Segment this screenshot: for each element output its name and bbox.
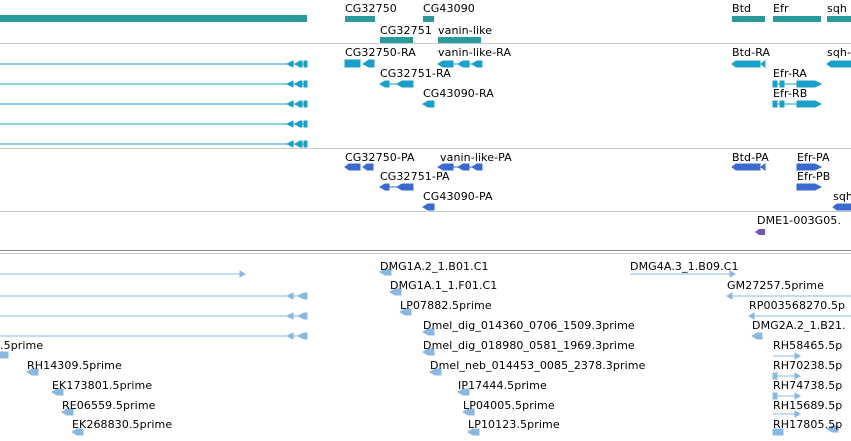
protein-track (344, 163, 851, 211)
est-label[interactable]: RH58465.5p (773, 339, 843, 352)
est-label[interactable]: Dmel_neb_014453_0085_2378.3prime (430, 359, 646, 372)
gene-glyph[interactable] (438, 37, 481, 43)
est-label[interactable]: IP17444.5prime (458, 379, 547, 392)
est-label[interactable]: RH74738.5p (773, 379, 843, 392)
gene-glyph[interactable] (345, 16, 375, 22)
est-label[interactable]: RP003568270.5p (749, 299, 846, 312)
est-label[interactable]: DMG2A.2_1.B21. (752, 319, 846, 332)
transcript-label[interactable]: vanin-like-RA (438, 46, 512, 59)
est-label[interactable]: LP07882.5prime (400, 299, 492, 312)
protein-label[interactable]: Efr-PB (797, 170, 831, 183)
transcript-label[interactable]: sqh- (827, 46, 851, 59)
gene-glyph[interactable] (0, 15, 307, 22)
track-separator (0, 250, 851, 251)
est-label[interactable]: Dmel_dig_014360_0706_1509.3prime (423, 319, 635, 332)
transcript-label[interactable]: Btd-RA (732, 46, 771, 59)
est-label[interactable]: RH70238.5p (773, 359, 843, 372)
transcript-label[interactable]: Efr-RB (773, 87, 808, 100)
gene-label[interactable]: Btd (732, 2, 752, 15)
protein-label[interactable]: vanin-like-PA (440, 151, 512, 164)
transcript-label[interactable]: CG32750-RA (345, 46, 416, 59)
gene-label[interactable]: sqh (827, 2, 847, 15)
gene-label[interactable]: CG32750 (345, 2, 397, 15)
transcript-label[interactable]: CG32751-RA (380, 67, 451, 80)
protein-label[interactable]: CG32751-PA (380, 170, 450, 183)
track-separator (0, 253, 851, 254)
est-label[interactable]: DMG1A.1_1.F01.C1 (390, 279, 498, 292)
gene-glyph[interactable] (380, 37, 413, 43)
gene-label[interactable]: vanin-like (438, 24, 493, 37)
track-separator (0, 211, 851, 212)
gene-label[interactable]: Efr (773, 2, 789, 15)
est-label[interactable]: DMG4A.3_1.B09.C1 (630, 260, 739, 273)
est-label[interactable]: .5prime (0, 339, 44, 352)
est-label[interactable]: EK268830.5prime (72, 418, 173, 431)
protein-label[interactable]: sqh (833, 190, 851, 203)
gene-label[interactable]: CG43090 (423, 2, 475, 15)
oligo-label[interactable]: DME1-003G05. (757, 214, 842, 227)
est-label[interactable]: RE06559.5prime (62, 399, 156, 412)
protein-label[interactable]: CG32750-PA (345, 151, 415, 164)
est-track (0, 268, 851, 436)
gene-glyph[interactable] (827, 16, 851, 22)
est-label[interactable]: Dmel_dig_018980_0581_1969.3prime (423, 339, 635, 352)
protein-label[interactable]: Efr-PA (797, 151, 830, 164)
gene-glyph[interactable] (732, 16, 765, 22)
track-separator (0, 148, 851, 149)
protein-label[interactable]: CG43090-PA (423, 190, 493, 203)
est-label[interactable]: EK173801.5prime (52, 379, 153, 392)
oligo-glyph[interactable] (755, 228, 767, 236)
transcript-track (0, 59, 851, 148)
protein-label[interactable]: Btd-PA (732, 151, 769, 164)
est-label[interactable]: LP10123.5prime (468, 418, 560, 431)
est-label[interactable]: GM27257.5prime (727, 279, 824, 292)
est-label[interactable]: RH17805.5p (773, 418, 843, 431)
transcript-label[interactable]: Efr-RA (773, 67, 807, 80)
transcript-label[interactable]: CG43090-RA (423, 87, 494, 100)
est-label[interactable]: RH15689.5p (773, 399, 843, 412)
gene-glyph[interactable] (423, 16, 434, 22)
gene-label[interactable]: CG32751 (380, 24, 432, 37)
est-label[interactable]: LP04005.5prime (463, 399, 555, 412)
est-label[interactable]: DMG1A.2_1.B01.C1 (380, 260, 489, 273)
track-separator (0, 43, 851, 44)
gene-glyph[interactable] (773, 16, 821, 22)
est-label[interactable]: RH14309.5prime (27, 359, 122, 372)
